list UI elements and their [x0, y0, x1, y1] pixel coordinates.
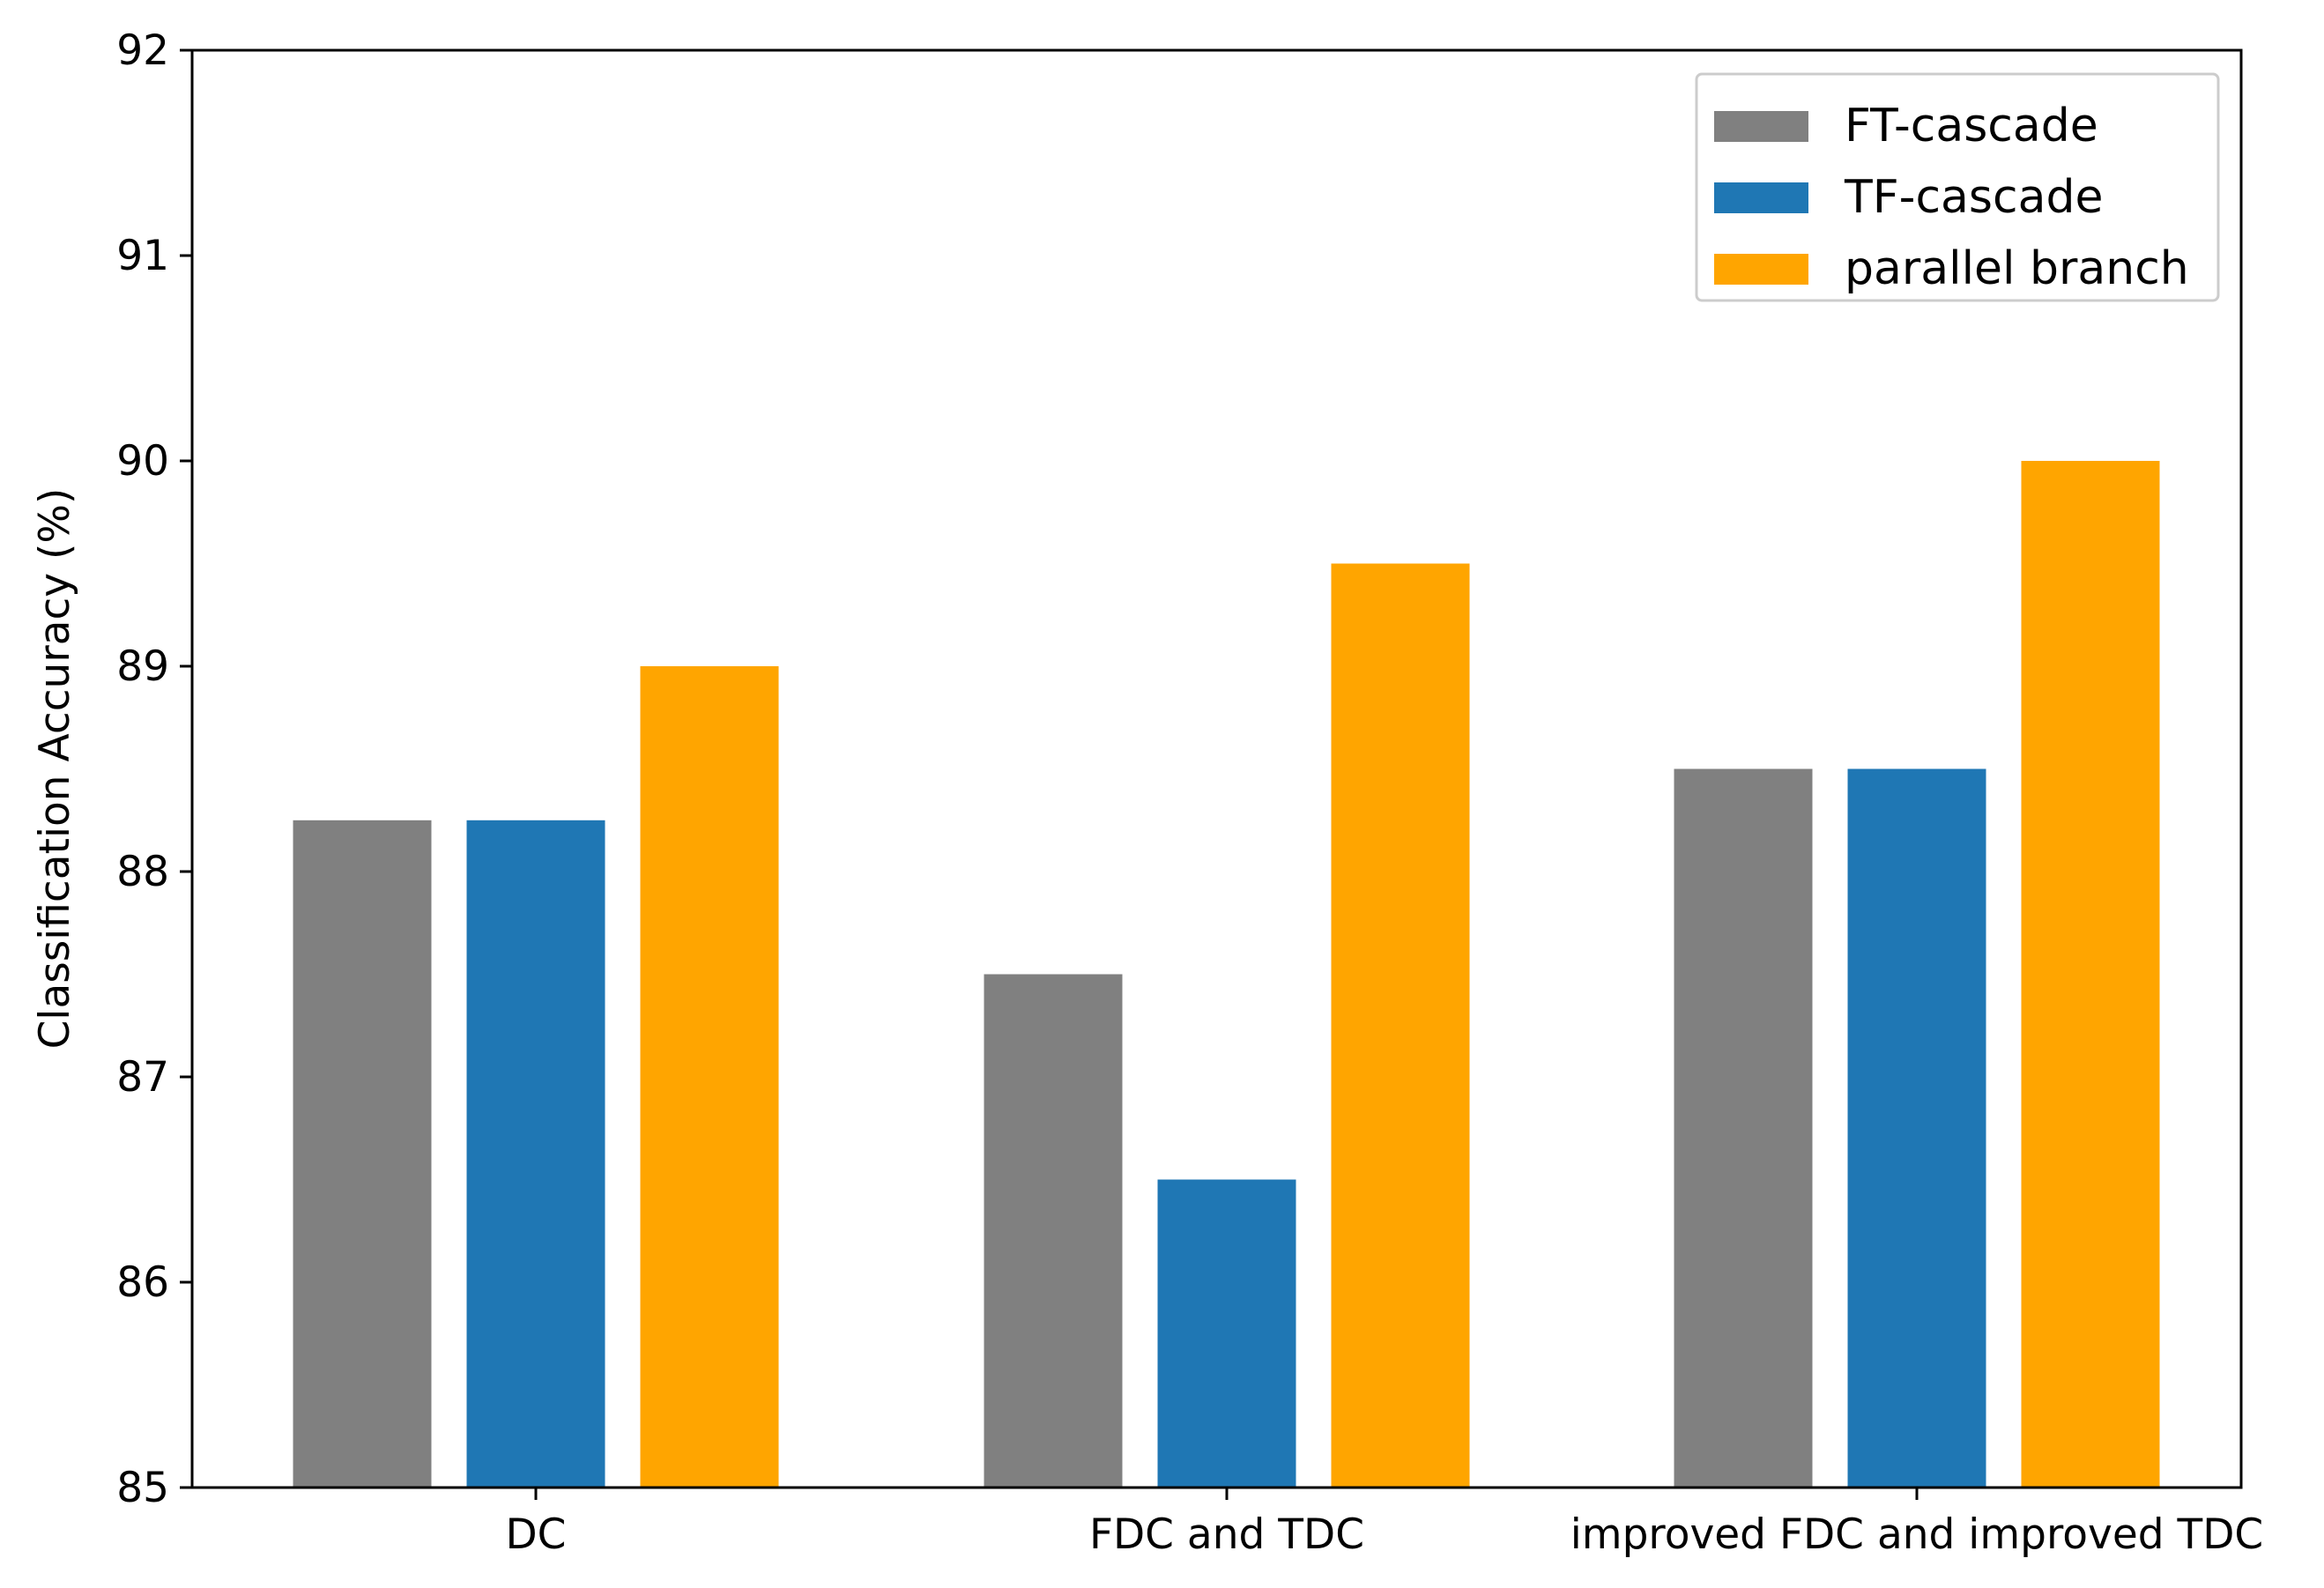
legend: FT-cascade TF-cascade parallel branch	[1695, 72, 2220, 302]
bars-group	[293, 461, 2160, 1488]
x-tick-label: improved FDC and improved TDC	[1570, 1510, 2264, 1559]
bar-tf-cascade-1	[466, 820, 605, 1488]
y-tick-label: 87	[116, 1053, 169, 1102]
legend-label: FT-cascade	[1845, 100, 2098, 152]
y-tick-label: 88	[116, 848, 169, 896]
y-axis-ticks: 85 86 87 88 89 90 91 92	[116, 26, 192, 1512]
y-tick-label: 89	[116, 642, 169, 691]
legend-swatch	[1714, 182, 1808, 213]
bar-tf-cascade-2	[1157, 1179, 1296, 1488]
plot-frame	[190, 48, 2243, 1489]
x-axis-ticks: DC FDC and TDC improved FDC and improved T…	[505, 1488, 2263, 1559]
x-tick-label: FDC and TDC	[1089, 1510, 1364, 1559]
x-tick-label: DC	[505, 1510, 566, 1559]
legend-box	[1695, 72, 2220, 302]
bar-tf-cascade-3	[1847, 768, 1986, 1488]
y-tick-label: 86	[116, 1258, 169, 1307]
bar-parallel-branch-2	[1331, 563, 1470, 1488]
bar-parallel-branch-1	[640, 666, 779, 1488]
y-tick-label: 90	[116, 437, 169, 486]
y-tick-label: 85	[116, 1464, 169, 1512]
legend-swatch	[1714, 111, 1808, 142]
legend-swatch	[1714, 254, 1808, 285]
y-axis-label: Classification Accuracy (%)	[31, 488, 79, 1050]
bar-ft-cascade-1	[293, 820, 432, 1488]
y-tick-label: 91	[116, 232, 169, 280]
y-tick-label: 92	[116, 26, 169, 75]
legend-label: parallel branch	[1845, 242, 2189, 295]
bar-ft-cascade-3	[1674, 768, 1813, 1488]
bar-ft-cascade-2	[984, 974, 1123, 1488]
bar-parallel-branch-3	[2021, 461, 2160, 1488]
legend-label: TF-cascade	[1844, 171, 2103, 224]
